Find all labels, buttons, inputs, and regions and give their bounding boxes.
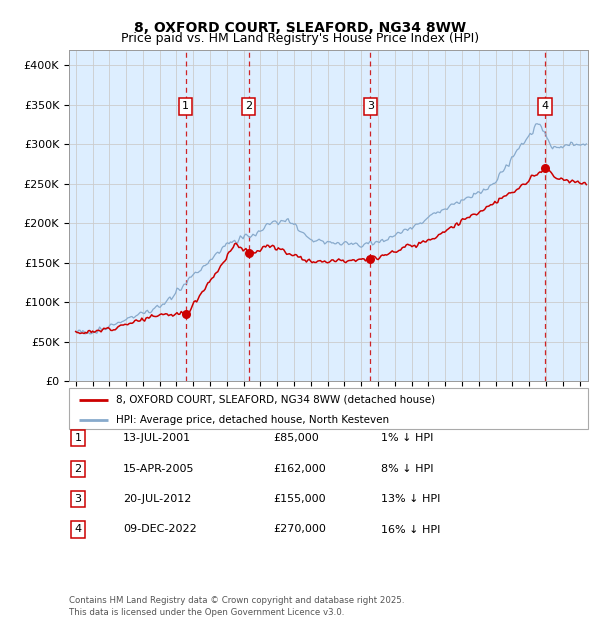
- Text: 20-JUL-2012: 20-JUL-2012: [123, 494, 191, 504]
- Text: 2: 2: [245, 102, 252, 112]
- Text: Contains HM Land Registry data © Crown copyright and database right 2025.
This d: Contains HM Land Registry data © Crown c…: [69, 596, 404, 617]
- Text: 1: 1: [74, 433, 82, 443]
- Text: 8% ↓ HPI: 8% ↓ HPI: [381, 464, 433, 474]
- FancyBboxPatch shape: [69, 388, 588, 429]
- Text: 13% ↓ HPI: 13% ↓ HPI: [381, 494, 440, 504]
- Text: 4: 4: [74, 525, 82, 534]
- Text: 2: 2: [74, 464, 82, 474]
- Text: 8, OXFORD COURT, SLEAFORD, NG34 8WW: 8, OXFORD COURT, SLEAFORD, NG34 8WW: [134, 21, 466, 35]
- Text: 1: 1: [182, 102, 189, 112]
- Text: 13-JUL-2001: 13-JUL-2001: [123, 433, 191, 443]
- Text: £162,000: £162,000: [273, 464, 326, 474]
- Text: 3: 3: [74, 494, 82, 504]
- Text: 8, OXFORD COURT, SLEAFORD, NG34 8WW (detached house): 8, OXFORD COURT, SLEAFORD, NG34 8WW (det…: [116, 394, 435, 405]
- Text: 09-DEC-2022: 09-DEC-2022: [123, 525, 197, 534]
- Text: 16% ↓ HPI: 16% ↓ HPI: [381, 525, 440, 534]
- Text: 4: 4: [541, 102, 548, 112]
- Text: £155,000: £155,000: [273, 494, 326, 504]
- Text: 15-APR-2005: 15-APR-2005: [123, 464, 194, 474]
- Text: 3: 3: [367, 102, 374, 112]
- Text: £85,000: £85,000: [273, 433, 319, 443]
- Text: HPI: Average price, detached house, North Kesteven: HPI: Average price, detached house, Nort…: [116, 415, 389, 425]
- Text: £270,000: £270,000: [273, 525, 326, 534]
- Text: 1% ↓ HPI: 1% ↓ HPI: [381, 433, 433, 443]
- Text: Price paid vs. HM Land Registry's House Price Index (HPI): Price paid vs. HM Land Registry's House …: [121, 32, 479, 45]
